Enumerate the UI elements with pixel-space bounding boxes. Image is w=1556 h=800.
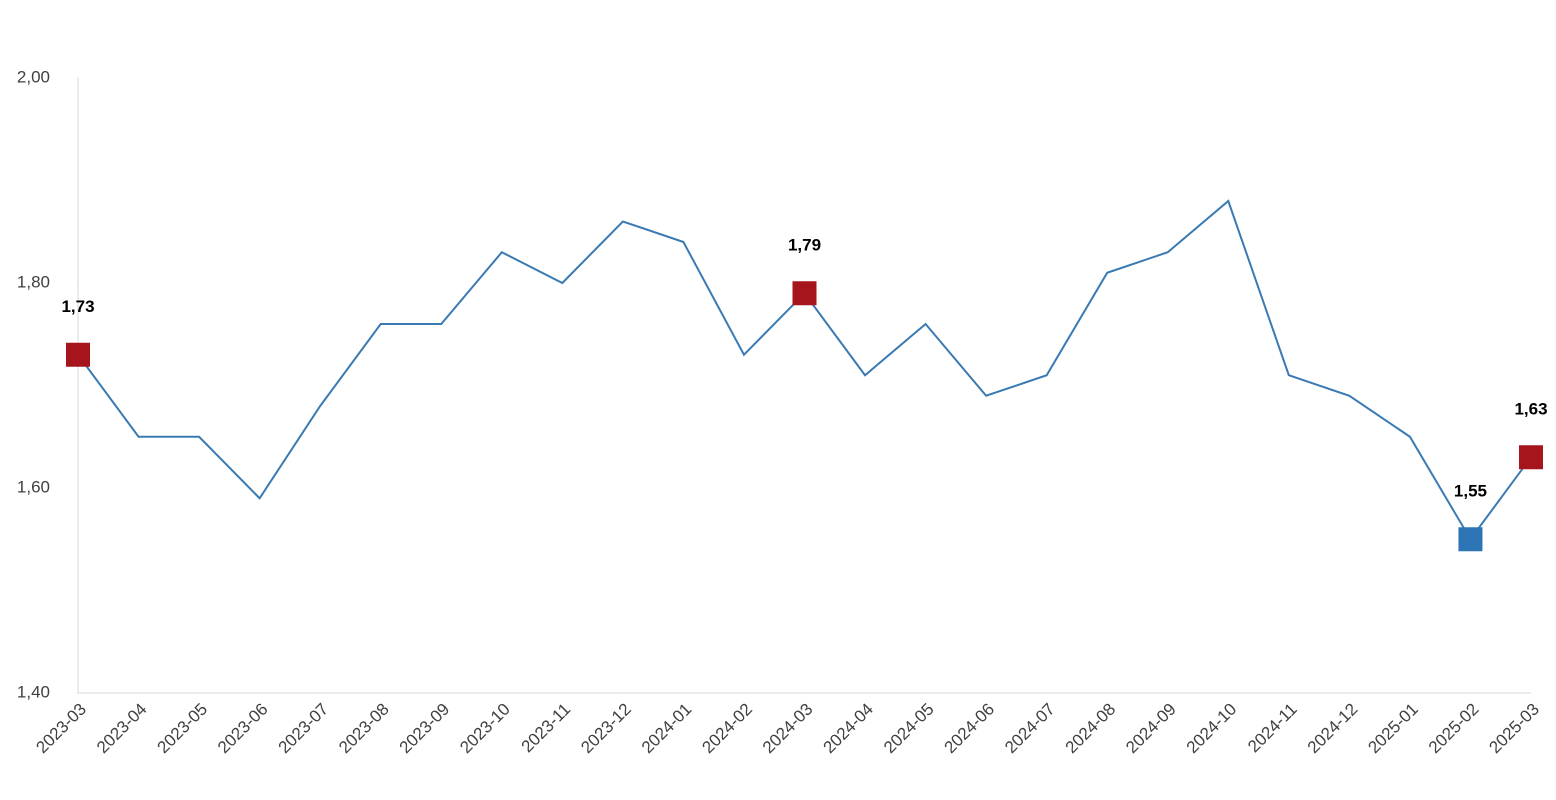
y-tick-label: 2,00 (17, 67, 50, 86)
x-tick-label: 2024-06 (941, 700, 999, 758)
x-tick-label: 2025-03 (1485, 700, 1543, 758)
x-tick-label: 2024-03 (759, 700, 817, 758)
marker (1519, 445, 1543, 470)
y-tick-label: 1,60 (17, 477, 50, 496)
marker (1458, 527, 1483, 552)
marker (792, 281, 817, 306)
x-tick-label: 2024-12 (1304, 700, 1362, 758)
x-tick-label: 2023-08 (335, 700, 393, 758)
data-label: 1,55 (1454, 482, 1487, 501)
x-tick-label: 2025-02 (1425, 700, 1483, 758)
x-tick-label: 2024-02 (698, 700, 756, 758)
x-tick-label: 2024-10 (1183, 700, 1241, 758)
x-tick-label: 2024-04 (819, 700, 877, 758)
x-tick-label: 2024-07 (1001, 700, 1059, 758)
x-tick-label: 2023-06 (214, 700, 272, 758)
x-tick-label: 2024-11 (1244, 700, 1301, 757)
x-tick-label: 2024-09 (1122, 700, 1180, 758)
data-label: 1,79 (788, 236, 821, 255)
x-tick-label: 2024-08 (1062, 700, 1120, 758)
data-label: 1,73 (61, 297, 94, 316)
x-tick-label: 2023-03 (32, 700, 90, 758)
data-label: 1,63 (1514, 400, 1547, 419)
y-tick-label: 1,40 (17, 682, 50, 701)
x-tick-label: 2023-11 (518, 700, 575, 757)
x-tick-label: 2023-05 (154, 700, 212, 758)
x-tick-label: 2025-01 (1364, 700, 1422, 758)
y-tick-label: 1,80 (17, 272, 50, 291)
x-tick-label: 2023-12 (577, 700, 635, 758)
marker (66, 342, 90, 367)
x-tick-label: 2024-05 (880, 700, 938, 758)
x-tick-label: 2023-04 (93, 700, 151, 758)
x-tick-label: 2023-09 (396, 700, 454, 758)
x-tick-label: 2023-10 (456, 700, 514, 758)
x-tick-label: 2023-07 (275, 700, 333, 758)
x-tick-label: 2024-01 (638, 700, 696, 758)
